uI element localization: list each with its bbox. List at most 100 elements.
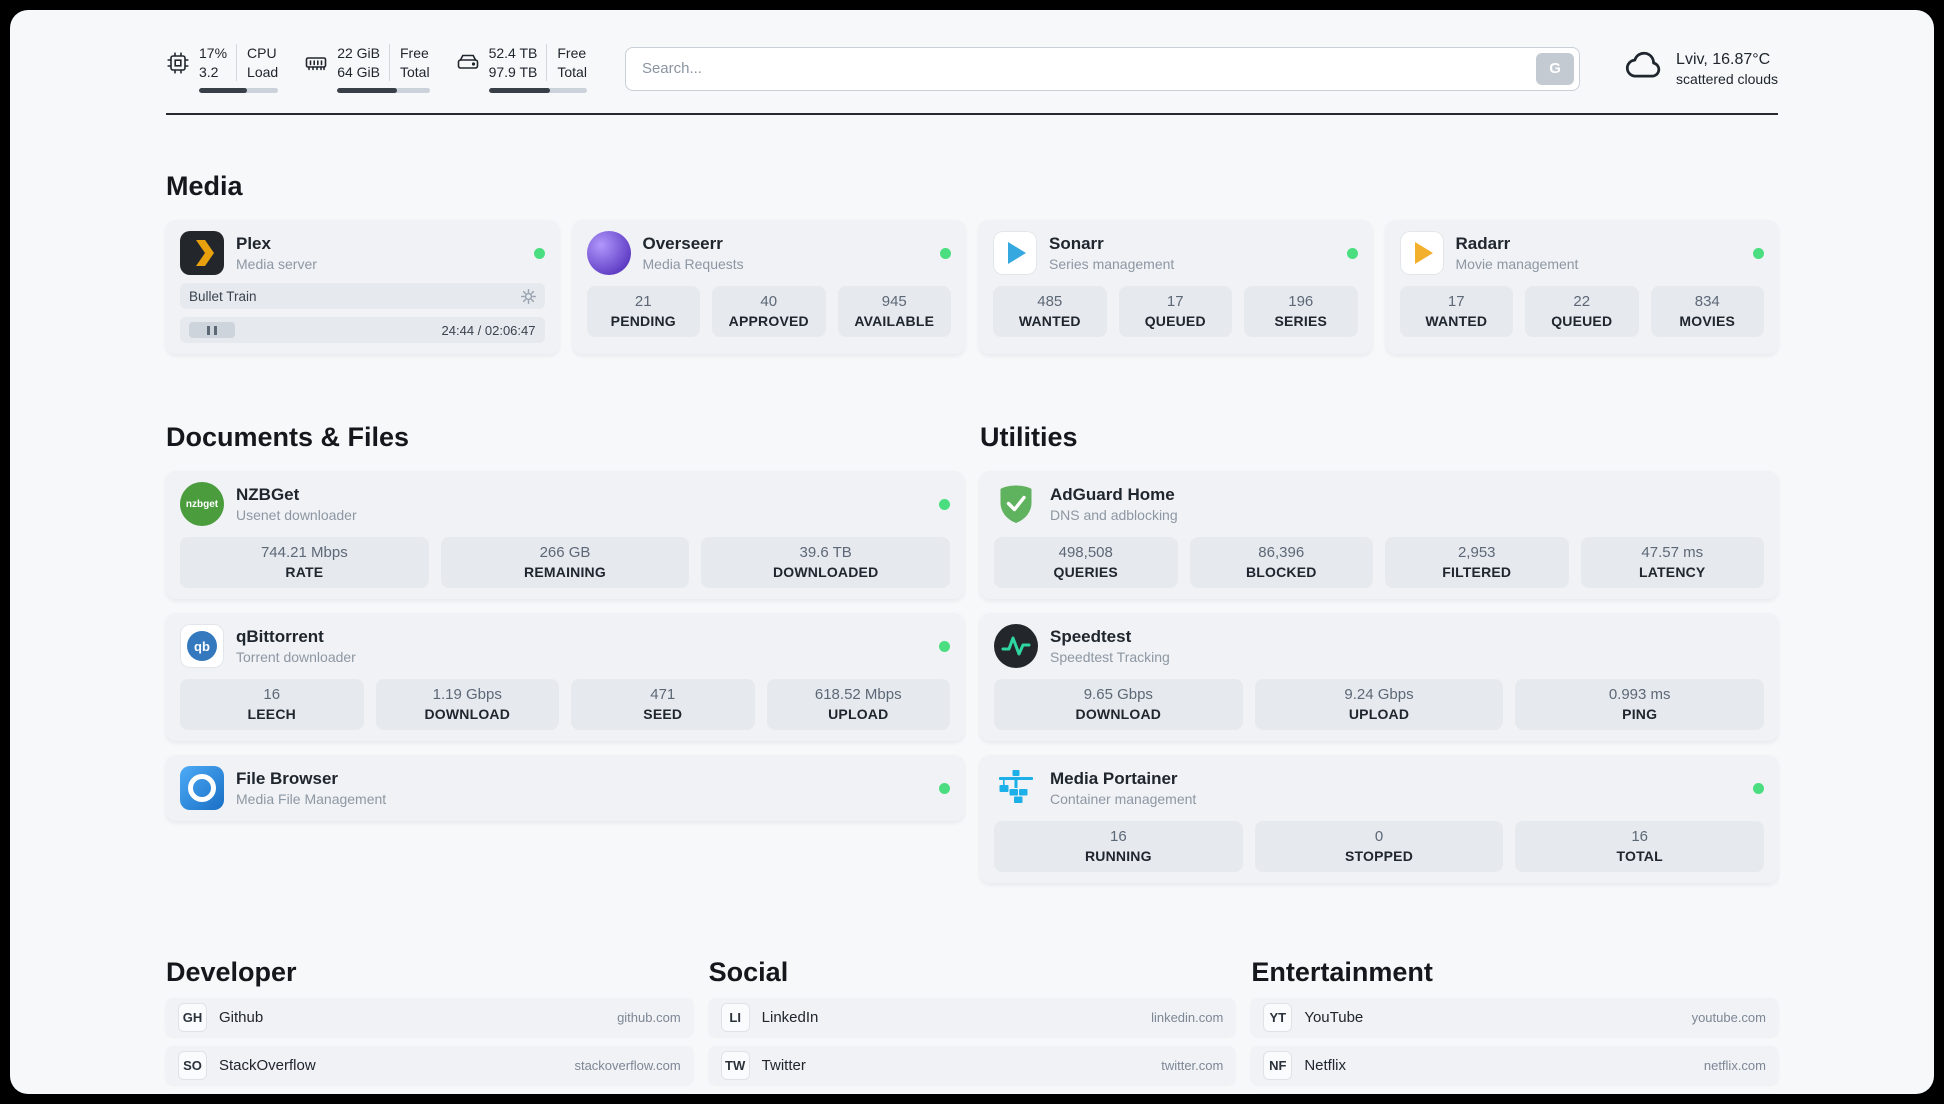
stat-label: UPLOAD (828, 706, 889, 723)
status-dot (939, 782, 950, 794)
nzbget-icon-text: nzbget (185, 498, 219, 510)
stat-queries: 498,508 QUERIES (994, 537, 1178, 589)
app-name: Plex (236, 234, 271, 254)
app-card-filebrowser[interactable]: File Browser Media File Management (166, 755, 964, 822)
app-card-portainer[interactable]: Media Portainer Container management 16 … (980, 755, 1778, 884)
bookmark-name: StackOverflow (219, 1056, 316, 1074)
status-dot (1346, 247, 1358, 259)
ram-label-top: Free (400, 45, 429, 62)
section-title-entertainment: Entertainment (1251, 957, 1433, 988)
ram-progress-bar (337, 87, 430, 93)
app-name: Speedtest (1050, 627, 1132, 647)
disk-free: 52.4 TB (488, 45, 538, 62)
stat-blocked: 86,396 BLOCKED (1189, 537, 1373, 589)
cpu-label-top: CPU (247, 45, 277, 62)
app-card-qbittorrent[interactable]: qb qBittorrent Torrent downloader 16 (166, 613, 964, 742)
search-engine-button[interactable]: G (1536, 52, 1575, 85)
cpu-load-avg: 3.2 (199, 63, 219, 80)
stat-value: 945 (881, 293, 907, 311)
app-name: NZBGet (236, 485, 300, 505)
app-card-plex[interactable]: Plex Media server Bullet Train 24:44 / (166, 220, 559, 355)
stat-value: 0.993 ms (1608, 686, 1671, 704)
stat-label: APPROVED (728, 313, 809, 330)
stat-seed: 471 SEED (571, 679, 755, 731)
stat-label: BLOCKED (1245, 564, 1317, 581)
bookmark-badge: YT (1263, 1002, 1293, 1032)
filebrowser-icon (180, 766, 224, 811)
stat-label: PENDING (610, 313, 676, 330)
section-title-media: Media (166, 171, 243, 201)
stat-label: RUNNING (1084, 848, 1152, 865)
stat-value: 16 (1631, 828, 1649, 846)
playback-time: 24:44 / 02:06:47 (441, 322, 536, 338)
app-card-sonarr[interactable]: Sonarr Series management 485 WANTED 17 Q… (979, 220, 1372, 355)
bookmark-linkedin[interactable]: LI LinkedIn linkedin.com (708, 998, 1236, 1037)
stat-label: REMAINING (524, 564, 606, 581)
app-name: Radarr (1455, 234, 1511, 254)
bookmark-youtube[interactable]: YT YouTube youtube.com (1251, 998, 1778, 1037)
stat-label: QUEUED (1144, 313, 1206, 330)
stat-value: 834 (1694, 293, 1720, 311)
stat-value: 17 (1447, 293, 1465, 311)
bookmark-url: youtube.com (1691, 1009, 1766, 1025)
bookmark-name: Github (219, 1008, 264, 1026)
stat-value: 21 (634, 293, 652, 311)
search-input[interactable] (639, 59, 1537, 78)
stat-label: RATE (285, 564, 324, 581)
cpu-values: 17% 3.2 (199, 44, 227, 80)
stat-label: SERIES (1274, 313, 1328, 330)
developer-section: Developer GH Github github.com SO StackO… (166, 939, 693, 1094)
app-name: AdGuard Home (1050, 485, 1175, 505)
app-card-speedtest[interactable]: Speedtest Speedtest Tracking 9.65 Gbps D… (980, 613, 1778, 742)
disk-widget: 52.4 TB 97.9 TB Free Total (456, 44, 587, 93)
app-card-radarr[interactable]: Radarr Movie management 17 WANTED 22 QUE… (1385, 220, 1778, 355)
stat-leech: 16 LEECH (180, 679, 364, 731)
app-subtitle: Movie management (1455, 256, 1579, 273)
stat-approved: 40 APPROVED (712, 286, 826, 338)
app-subtitle: DNS and adblocking (1050, 507, 1178, 524)
stat-label: TOTAL (1616, 848, 1663, 865)
disk-label-bottom: Total (557, 63, 587, 80)
stat-label: AVAILABLE (854, 313, 935, 330)
qbittorrent-icon-text: qb (187, 631, 217, 662)
status-dot (533, 247, 545, 259)
cpu-labels: CPU Load (236, 44, 279, 81)
bookmark-stackoverflow[interactable]: SO StackOverflow stackoverflow.com (166, 1046, 693, 1085)
stat-label: QUEUED (1551, 313, 1613, 330)
app-name: qBittorrent (236, 627, 324, 647)
stat-value: 471 (650, 686, 676, 704)
now-playing-title: Bullet Train (189, 288, 257, 304)
stat-value: 618.52 Mbps (814, 686, 902, 704)
stat-stopped: 0 STOPPED (1254, 821, 1504, 873)
stat-value: 16 (1109, 828, 1127, 846)
portainer-icon (994, 766, 1038, 810)
app-subtitle: Speedtest Tracking (1050, 649, 1170, 666)
app-card-nzbget[interactable]: nzbget NZBGet Usenet downloader 744.21 M… (166, 471, 964, 600)
section-title-documents: Documents & Files (166, 422, 410, 453)
stat-running: 16 RUNNING (994, 821, 1243, 873)
gear-icon[interactable] (520, 288, 536, 304)
pause-button[interactable] (189, 322, 235, 339)
stat-value: 39.6 TB (799, 544, 852, 562)
stat-value: 196 (1288, 293, 1314, 311)
bookmark-url: twitter.com (1161, 1057, 1224, 1073)
stat-label: DOWNLOAD (424, 706, 511, 723)
status-dot (1753, 782, 1764, 794)
bookmark-github[interactable]: GH Github github.com (166, 998, 693, 1037)
stat-value: 266 GB (539, 544, 591, 562)
bookmark-badge: SO (178, 1050, 207, 1080)
cloud-icon (1622, 44, 1666, 93)
ram-labels: Free Total (389, 44, 430, 81)
stat-value: 47.57 ms (1641, 544, 1704, 562)
cpu-label-bottom: Load (247, 63, 279, 80)
stat-value: 16 (263, 686, 281, 704)
bookmark-url: github.com (617, 1009, 681, 1025)
app-card-adguard[interactable]: AdGuard Home DNS and adblocking 498,508 … (980, 471, 1778, 600)
app-card-overseerr[interactable]: Overseerr Media Requests 21 PENDING 40 A… (572, 220, 965, 355)
bookmark-netflix[interactable]: NF Netflix netflix.com (1251, 1046, 1778, 1085)
stat-value: 485 (1037, 293, 1063, 311)
app-subtitle: Torrent downloader (236, 649, 356, 666)
cpu-widget: 17% 3.2 CPU Load (166, 44, 279, 93)
bookmark-twitter[interactable]: TW Twitter twitter.com (708, 1046, 1236, 1085)
search-bar[interactable]: G (624, 46, 1581, 91)
